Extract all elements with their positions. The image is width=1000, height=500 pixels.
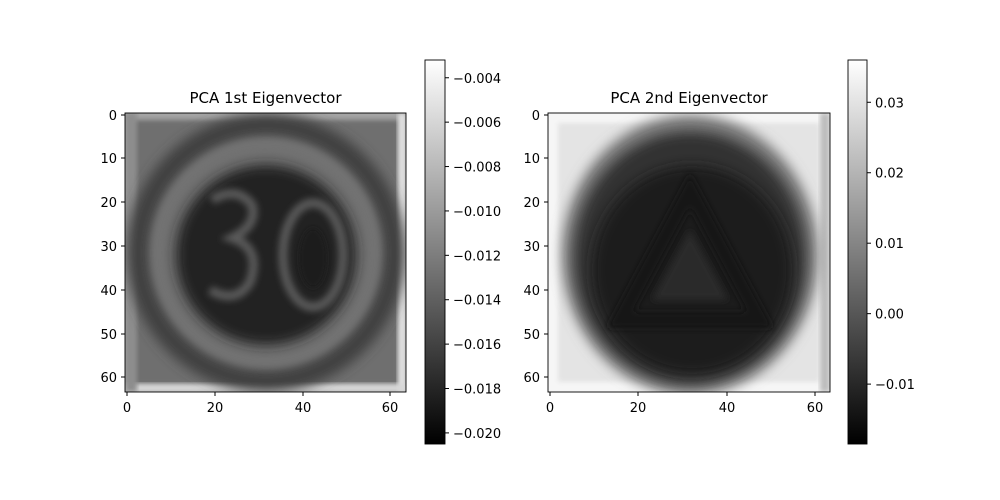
chart-2-x-tick-label: 20 [630, 401, 647, 416]
chart-2-y-tick-label: 30 [523, 240, 540, 255]
colorbar-tick-label: 0.00 [875, 308, 904, 323]
chart-2: PCA 2nd Eigenvector 0 20 40 60 [523, 59, 915, 445]
chart-2-y-tick-label: 60 [523, 371, 540, 386]
chart-1-x-tick-label: 60 [382, 401, 399, 416]
chart-2-title: PCA 2nd Eigenvector [610, 89, 768, 107]
chart-1-colorbar: −0.020 −0.018 −0.016 −0.014 −0.012 −0.010 −0.0… [424, 59, 501, 445]
colorbar-tick-label: 0.01 [875, 237, 904, 252]
chart-2-y-axis: 0 10 20 30 40 50 60 [523, 109, 548, 386]
chart-2-y-tick-label: 40 [523, 284, 540, 299]
chart-2-x-axis: 0 20 40 60 [546, 392, 823, 416]
colorbar-tick-label: −0.012 [453, 249, 501, 264]
colorbar-tick-label: 0.03 [875, 96, 904, 111]
chart-2-x-tick-label: 40 [719, 401, 736, 416]
colorbar-tick-label: −0.018 [453, 383, 501, 398]
chart-1-y-tick-label: 20 [100, 196, 117, 211]
chart-1-x-axis: 0 20 40 60 [123, 392, 398, 416]
chart-1-x-tick-label: 20 [207, 401, 224, 416]
colorbar-tick-label: 0.02 [875, 167, 904, 182]
chart-1-y-tick-label: 60 [100, 371, 117, 386]
chart-1-y-tick-label: 50 [100, 328, 117, 343]
colorbar-tick-label: −0.016 [453, 338, 501, 353]
colorbar-tick-label: −0.010 [453, 205, 501, 220]
chart-2-y-tick-label: 0 [532, 109, 540, 124]
colorbar-tick-label: −0.004 [453, 72, 501, 87]
chart-1-x-tick-label: 40 [295, 401, 312, 416]
chart-2-x-tick-label: 0 [546, 401, 554, 416]
chart-1-y-tick-label: 10 [100, 152, 117, 167]
chart-2-y-tick-label: 20 [523, 196, 540, 211]
colorbar-tick-label: −0.006 [453, 116, 501, 131]
colorbar-tick-label: −0.020 [453, 427, 501, 442]
chart-1-y-tick-label: 40 [100, 284, 117, 299]
chart-2-y-tick-label: 10 [523, 152, 540, 167]
chart-1-y-tick-label: 0 [109, 109, 117, 124]
chart-2-heatmap [548, 113, 830, 392]
chart-1: PCA 1st Eigenvector [100, 59, 501, 445]
colorbar-tick-label: −0.008 [453, 161, 501, 176]
colorbar-tick-label: −0.014 [453, 294, 501, 309]
chart-1-y-tick-label: 30 [100, 240, 117, 255]
chart-1-heatmap [125, 113, 406, 392]
colorbar-tick-label: −0.01 [875, 378, 915, 393]
chart-1-x-tick-label: 0 [123, 401, 131, 416]
chart-2-colorbar: −0.01 0.00 0.01 0.02 0.03 [847, 59, 915, 445]
chart-1-title: PCA 1st Eigenvector [189, 89, 342, 107]
chart-1-y-axis: 0 10 20 30 40 50 60 [100, 109, 125, 386]
chart-2-x-tick-label: 60 [807, 401, 824, 416]
chart-2-y-tick-label: 50 [523, 328, 540, 343]
